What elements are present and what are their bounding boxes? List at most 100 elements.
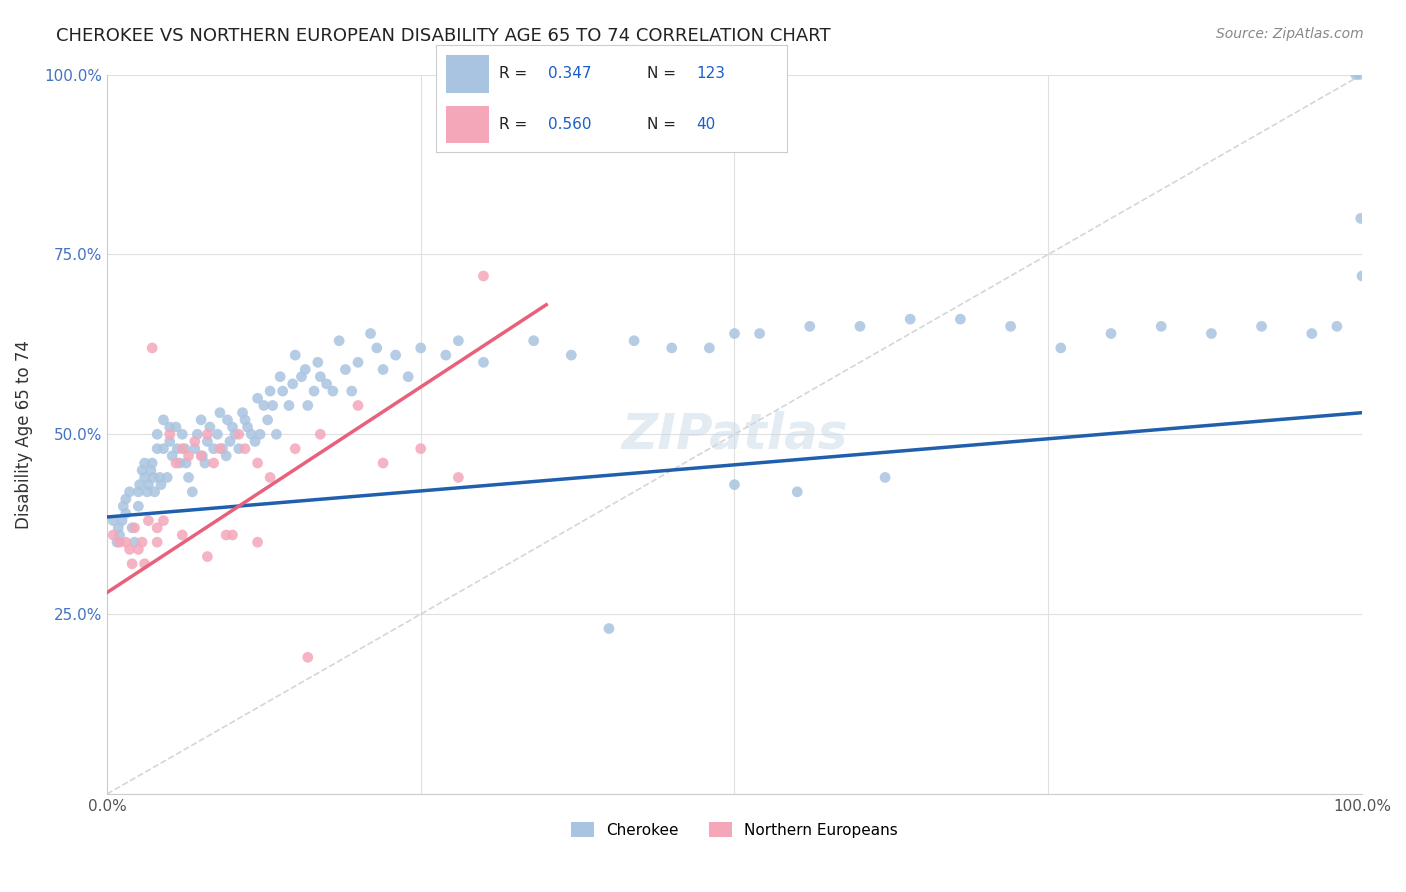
Northern Europeans bbox=[165, 456, 187, 470]
Cherokee bbox=[623, 334, 645, 348]
Cherokee bbox=[107, 521, 129, 535]
Text: R =: R = bbox=[499, 66, 533, 81]
Cherokee bbox=[1099, 326, 1122, 341]
Cherokee bbox=[799, 319, 821, 334]
Cherokee bbox=[396, 369, 419, 384]
Cherokee bbox=[723, 326, 745, 341]
Northern Europeans bbox=[297, 650, 319, 665]
Cherokee bbox=[134, 470, 156, 484]
Cherokee bbox=[849, 319, 872, 334]
Northern Europeans bbox=[103, 528, 125, 542]
Northern Europeans bbox=[409, 442, 432, 456]
Cherokee bbox=[302, 384, 325, 398]
Cherokee bbox=[699, 341, 721, 355]
Cherokee bbox=[246, 392, 269, 406]
Cherokee bbox=[281, 376, 304, 391]
Cherokee bbox=[141, 456, 163, 470]
Northern Europeans bbox=[215, 528, 238, 542]
Cherokee bbox=[560, 348, 582, 362]
Cherokee bbox=[236, 420, 259, 434]
Cherokee bbox=[307, 355, 329, 369]
Cherokee bbox=[447, 334, 470, 348]
Cherokee bbox=[1049, 341, 1071, 355]
Cherokee bbox=[139, 463, 162, 477]
Cherokee bbox=[523, 334, 546, 348]
Northern Europeans bbox=[146, 535, 169, 549]
Cherokee bbox=[290, 369, 312, 384]
Cherokee bbox=[221, 420, 243, 434]
Cherokee bbox=[136, 484, 159, 499]
Northern Europeans bbox=[347, 399, 370, 413]
Cherokee bbox=[262, 399, 284, 413]
Legend: Cherokee, Northern Europeans: Cherokee, Northern Europeans bbox=[565, 815, 904, 844]
Cherokee bbox=[159, 420, 181, 434]
Cherokee bbox=[128, 477, 150, 491]
Bar bbox=[447, 55, 489, 93]
Northern Europeans bbox=[208, 442, 231, 456]
Cherokee bbox=[1150, 319, 1173, 334]
Northern Europeans bbox=[259, 470, 281, 484]
Cherokee bbox=[259, 384, 281, 398]
Cherokee bbox=[184, 442, 207, 456]
Cherokee bbox=[103, 514, 125, 528]
Cherokee bbox=[165, 420, 187, 434]
Cherokee bbox=[1326, 319, 1348, 334]
Cherokee bbox=[266, 427, 288, 442]
Cherokee bbox=[371, 362, 394, 376]
Cherokee bbox=[249, 427, 271, 442]
Cherokee bbox=[1344, 68, 1367, 82]
Northern Europeans bbox=[138, 514, 160, 528]
Cherokee bbox=[786, 484, 808, 499]
Cherokee bbox=[169, 456, 191, 470]
Northern Europeans bbox=[124, 521, 146, 535]
Cherokee bbox=[294, 362, 316, 376]
Cherokee bbox=[152, 442, 174, 456]
Cherokee bbox=[322, 384, 344, 398]
Cherokee bbox=[233, 413, 256, 427]
Cherokee bbox=[146, 442, 169, 456]
Cherokee bbox=[146, 427, 169, 442]
Northern Europeans bbox=[146, 521, 169, 535]
Northern Europeans bbox=[228, 427, 250, 442]
Cherokee bbox=[335, 362, 357, 376]
Cherokee bbox=[208, 406, 231, 420]
Text: 0.347: 0.347 bbox=[548, 66, 592, 81]
Northern Europeans bbox=[121, 557, 143, 571]
Cherokee bbox=[224, 427, 246, 442]
Cherokee bbox=[269, 369, 291, 384]
Northern Europeans bbox=[195, 549, 218, 564]
Text: 0.560: 0.560 bbox=[548, 118, 592, 132]
Cherokee bbox=[1250, 319, 1272, 334]
Cherokee bbox=[256, 413, 278, 427]
Cherokee bbox=[228, 442, 250, 456]
Cherokee bbox=[111, 514, 134, 528]
Cherokee bbox=[1201, 326, 1223, 341]
Cherokee bbox=[347, 355, 370, 369]
Cherokee bbox=[360, 326, 382, 341]
Northern Europeans bbox=[447, 470, 470, 484]
Cherokee bbox=[114, 491, 136, 506]
Northern Europeans bbox=[177, 449, 200, 463]
Cherokee bbox=[112, 500, 135, 514]
Cherokee bbox=[284, 348, 307, 362]
Cherokee bbox=[1000, 319, 1022, 334]
Northern Europeans bbox=[114, 535, 136, 549]
Northern Europeans bbox=[472, 268, 495, 283]
Cherokee bbox=[211, 442, 233, 456]
Cherokee bbox=[1350, 211, 1372, 226]
Cherokee bbox=[949, 312, 972, 326]
Northern Europeans bbox=[131, 535, 153, 549]
Cherokee bbox=[340, 384, 363, 398]
Cherokee bbox=[328, 334, 350, 348]
Cherokee bbox=[190, 413, 212, 427]
Text: R =: R = bbox=[499, 118, 533, 132]
Cherokee bbox=[191, 449, 214, 463]
Cherokee bbox=[114, 507, 136, 521]
Text: N =: N = bbox=[647, 118, 681, 132]
Cherokee bbox=[149, 470, 172, 484]
Cherokee bbox=[149, 477, 172, 491]
Cherokee bbox=[297, 399, 319, 413]
Cherokee bbox=[143, 484, 166, 499]
Cherokee bbox=[271, 384, 294, 398]
Northern Europeans bbox=[371, 456, 394, 470]
